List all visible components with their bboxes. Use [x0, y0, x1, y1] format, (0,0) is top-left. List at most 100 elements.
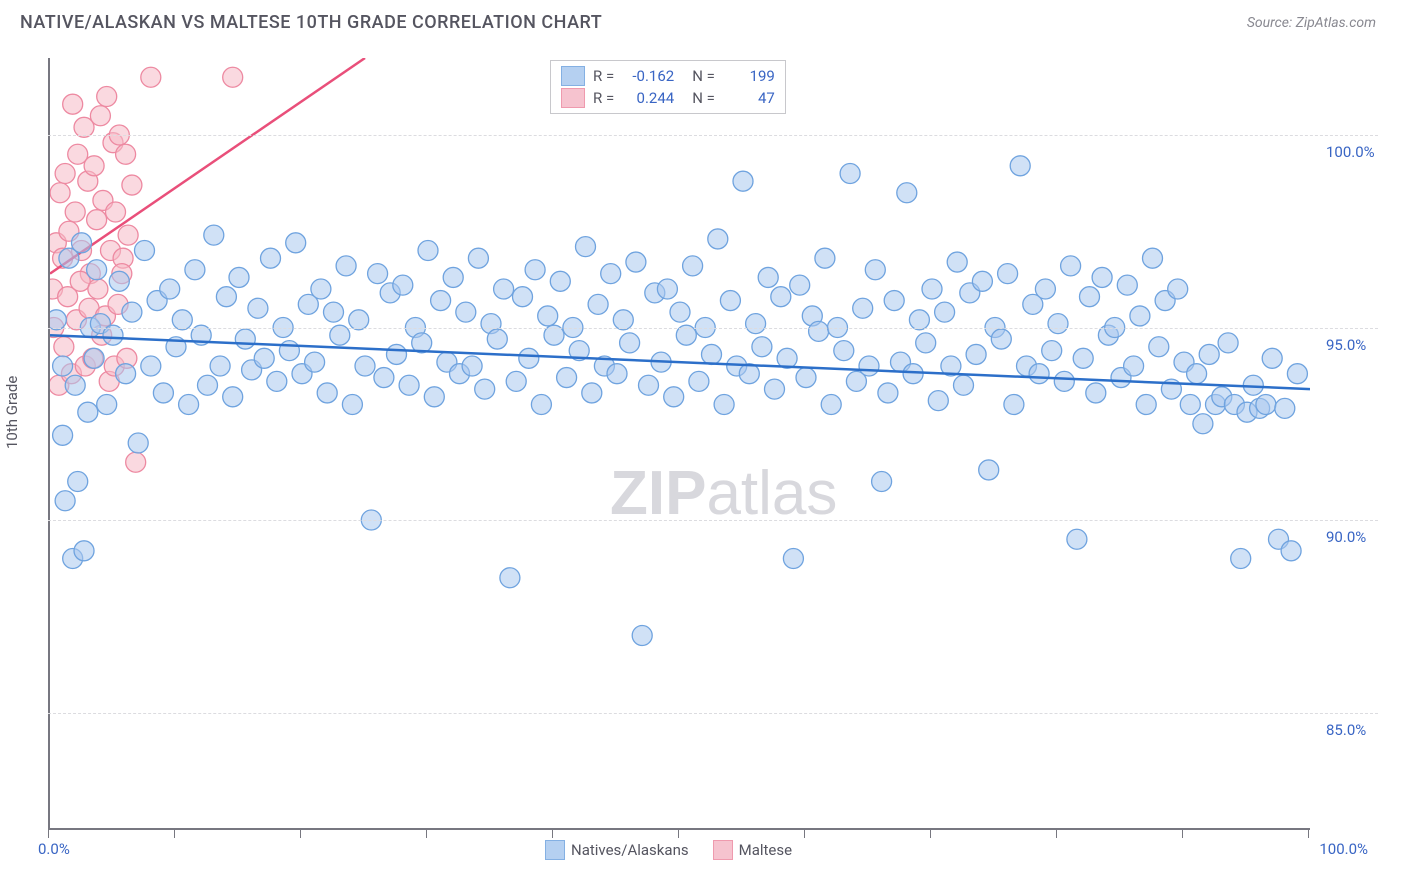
x-tick: [174, 828, 175, 838]
data-point: [135, 241, 155, 261]
data-point: [84, 348, 104, 368]
data-point: [387, 344, 407, 364]
x-label-right: 100.0%: [1319, 840, 1368, 858]
x-tick: [804, 828, 805, 838]
data-point: [487, 329, 507, 349]
data-point: [443, 267, 463, 287]
data-point: [771, 287, 791, 307]
data-point: [947, 252, 967, 272]
data-point: [431, 291, 451, 311]
data-point: [456, 302, 476, 322]
data-point: [153, 383, 173, 403]
data-point: [1035, 279, 1055, 299]
y-tick-label: 95.0%: [1326, 336, 1366, 354]
data-point: [796, 368, 816, 388]
chart-title: NATIVE/ALASKAN VS MALTESE 10TH GRADE COR…: [20, 12, 602, 33]
x-tick: [48, 828, 49, 838]
n-label: N =: [692, 67, 715, 85]
data-point: [355, 356, 375, 376]
data-point: [235, 329, 255, 349]
data-point: [1067, 529, 1087, 549]
data-point: [50, 183, 70, 203]
data-point: [324, 302, 344, 322]
data-point: [374, 368, 394, 388]
data-point: [87, 260, 107, 280]
data-point: [1143, 248, 1163, 268]
data-point: [708, 229, 728, 249]
data-point: [664, 387, 684, 407]
data-point: [506, 371, 526, 391]
data-point: [248, 298, 268, 318]
data-point: [74, 541, 94, 561]
data-point: [1086, 383, 1106, 403]
data-point: [954, 375, 974, 395]
n-value-pink: 47: [723, 89, 775, 107]
data-point: [462, 356, 482, 376]
data-point: [739, 364, 759, 384]
data-point: [1042, 341, 1062, 361]
data-point: [1187, 364, 1207, 384]
data-point: [979, 460, 999, 480]
data-point: [1218, 333, 1238, 353]
data-point: [210, 356, 230, 376]
data-point: [317, 383, 337, 403]
data-point: [733, 171, 753, 191]
legend-swatch-blue: [545, 840, 565, 860]
data-point: [305, 352, 325, 372]
data-point: [1048, 314, 1068, 334]
data-point: [97, 395, 117, 415]
data-point: [1124, 356, 1144, 376]
data-point: [216, 287, 236, 307]
data-point: [513, 287, 533, 307]
data-point: [632, 626, 652, 646]
data-point: [998, 264, 1018, 284]
data-point: [1010, 156, 1030, 176]
data-point: [106, 202, 126, 222]
data-point: [1004, 395, 1024, 415]
data-point: [790, 275, 810, 295]
data-point: [1262, 348, 1282, 368]
data-point: [840, 164, 860, 184]
data-point: [519, 348, 539, 368]
data-point: [393, 275, 413, 295]
x-label-left: 0.0%: [38, 840, 70, 858]
data-point: [966, 344, 986, 364]
data-point: [550, 271, 570, 291]
data-point: [897, 183, 917, 203]
data-point: [267, 371, 287, 391]
data-point: [141, 356, 161, 376]
data-point: [109, 271, 129, 291]
data-point: [286, 233, 306, 253]
data-point: [878, 383, 898, 403]
stats-legend-box: R = -0.162 N = 199 R = 0.244 N = 47: [550, 60, 786, 114]
data-point: [752, 337, 772, 357]
data-point: [84, 156, 104, 176]
data-point: [1029, 364, 1049, 384]
y-axis-title: 10th Grade: [3, 376, 21, 449]
data-point: [916, 333, 936, 353]
data-point: [54, 337, 74, 357]
data-point: [1130, 306, 1150, 326]
bottom-legend: Natives/Alaskans Maltese: [545, 840, 792, 860]
gridline: [48, 328, 1378, 329]
data-point: [853, 298, 873, 318]
plot-area: ZIPatlas R = -0.162 N = 199 R = 0.244 N …: [48, 58, 1310, 830]
data-point: [342, 395, 362, 415]
data-point: [1199, 344, 1219, 364]
data-point: [1080, 287, 1100, 307]
data-point: [601, 264, 621, 284]
data-point: [884, 291, 904, 311]
legend-label-pink: Maltese: [739, 841, 792, 859]
data-point: [279, 341, 299, 361]
data-point: [928, 391, 948, 411]
data-point: [809, 321, 829, 341]
y-tick-label: 90.0%: [1326, 528, 1366, 546]
x-tick: [426, 828, 427, 838]
data-point: [1054, 371, 1074, 391]
data-point: [87, 210, 107, 230]
data-point: [475, 379, 495, 399]
data-point: [620, 333, 640, 353]
data-point: [746, 314, 766, 334]
data-point: [118, 225, 138, 245]
data-point: [525, 260, 545, 280]
